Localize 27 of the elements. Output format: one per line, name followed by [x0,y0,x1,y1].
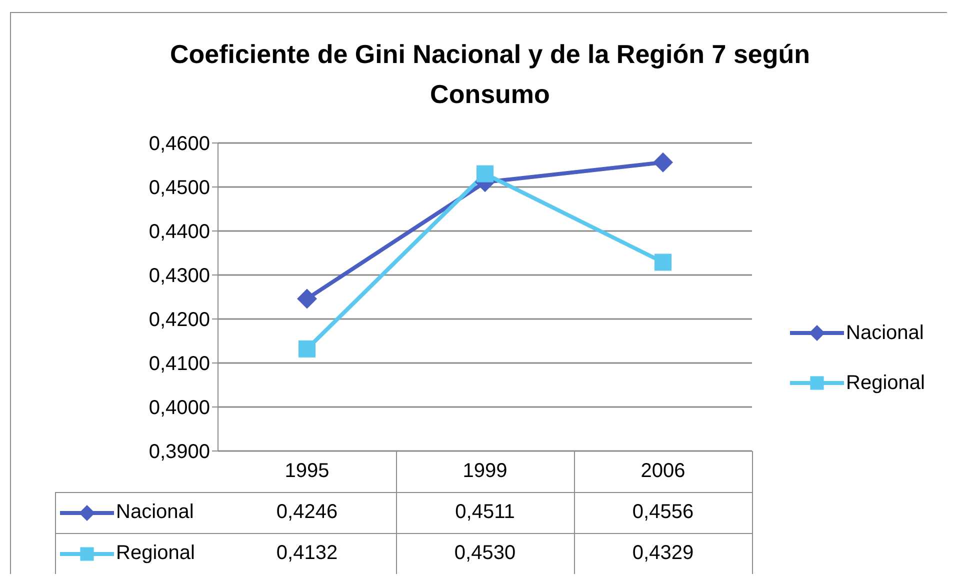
y-tick-label: 0,4500 [148,177,210,200]
x-tick-label: 2006 [640,460,686,482]
point [297,288,317,309]
data-label: 0,4329 [632,542,694,565]
data-label: 0,4530 [454,542,516,565]
point [298,340,316,358]
y-tick-label: 0,4100 [148,353,210,376]
text: Nacional [116,501,194,523]
y-tick-label: 0,4400 [148,221,210,244]
text: Regional [116,542,195,564]
data-label: 0,4132 [276,542,338,565]
data-label: 0,4511 [455,501,515,524]
x-tick-label: 1995 [284,460,330,482]
chart-title: Coeficiente de Gini Nacional y de la Región 7 según Consumo [168,38,812,111]
data-label: 0,4556 [632,501,694,524]
y-tick-label: 0,4300 [148,265,210,288]
y-tick-label: 0,3900 [148,441,210,464]
y-tick-label: 0,4000 [148,397,210,420]
point [476,165,494,182]
y-tick-label: 0,4200 [148,309,210,332]
x-tick-label: 1999 [462,460,508,482]
point [654,254,672,271]
y-tick-label: 0,4600 [148,133,210,156]
legend-label: Regional [846,372,925,394]
data-label: 0,4246 [276,501,338,524]
point [653,152,673,172]
legend-label: Nacional [846,322,924,344]
